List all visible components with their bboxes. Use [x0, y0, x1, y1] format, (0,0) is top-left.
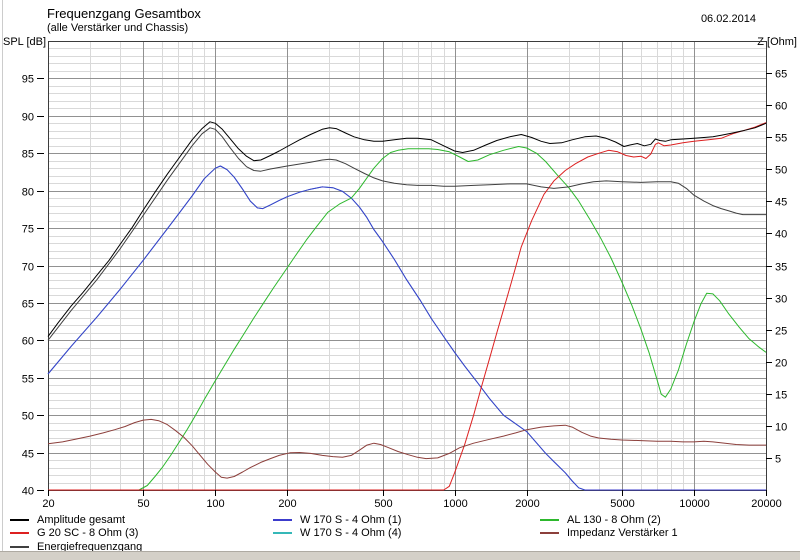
chart-date: 06.02.2014	[700, 13, 756, 25]
right-axis-label: Z [Ohm]	[757, 36, 797, 48]
svg-text:50: 50	[22, 411, 34, 423]
svg-text:15: 15	[775, 390, 787, 402]
window-left-border	[2, 0, 3, 551]
svg-text:65: 65	[22, 299, 34, 311]
legend-swatch-w170s-4	[273, 531, 292, 534]
svg-text:85: 85	[22, 149, 34, 161]
chart-title: Frequenzgang Gesamtbox	[47, 6, 201, 21]
legend-item-w170s-4: W 170 S - 4 Ohm (4)	[273, 526, 401, 539]
svg-text:50: 50	[775, 165, 787, 177]
legend-item-energiefrequenzgang: Energiefrequenzgang	[10, 540, 142, 553]
legend-swatch-energiefrequenzgang	[10, 545, 29, 548]
svg-text:10000: 10000	[679, 498, 710, 510]
svg-text:20: 20	[42, 498, 54, 510]
svg-text:50: 50	[137, 498, 149, 510]
svg-text:25: 25	[775, 326, 787, 338]
svg-text:20: 20	[775, 358, 787, 370]
legend-item-al130: AL 130 - 8 Ohm (2)	[540, 513, 661, 526]
svg-text:200: 200	[278, 498, 296, 510]
legend-item-impedanz: Impedanz Verstärker 1	[540, 526, 678, 539]
svg-text:40: 40	[775, 229, 787, 241]
chart-subtitle: (alle Verstärker und Chassis)	[47, 22, 189, 34]
legend-swatch-al130	[540, 518, 559, 521]
svg-text:65: 65	[775, 69, 787, 81]
svg-text:20000: 20000	[751, 498, 782, 510]
legend-swatch-g20sc	[10, 531, 29, 534]
left-axis-label: SPL [dB]	[3, 36, 47, 48]
legend-label: Energiefrequenzgang	[37, 540, 143, 553]
svg-text:80: 80	[22, 187, 34, 199]
legend-item-w170s-1: W 170 S - 4 Ohm (1)	[273, 513, 401, 526]
svg-text:45: 45	[22, 449, 34, 461]
legend-swatch-amplitude-gesamt	[10, 518, 29, 521]
svg-text:90: 90	[22, 112, 34, 124]
svg-text:45: 45	[775, 197, 787, 209]
svg-text:40: 40	[22, 486, 34, 498]
svg-text:500: 500	[374, 498, 392, 510]
svg-text:60: 60	[775, 101, 787, 113]
svg-text:55: 55	[775, 133, 787, 145]
svg-text:95: 95	[22, 74, 34, 86]
svg-text:10: 10	[775, 422, 787, 434]
legend-item-g20sc: G 20 SC - 8 Ohm (3)	[10, 526, 138, 539]
svg-text:75: 75	[22, 224, 34, 236]
svg-text:1000: 1000	[443, 498, 467, 510]
svg-text:60: 60	[22, 336, 34, 348]
legend-swatch-impedanz	[540, 531, 559, 534]
legend-label: AL 130 - 8 Ohm (2)	[567, 513, 661, 526]
status-bar	[0, 551, 800, 560]
svg-text:55: 55	[22, 374, 34, 386]
legend-swatch-w170s-1	[273, 518, 292, 521]
svg-text:2000: 2000	[515, 498, 539, 510]
svg-text:70: 70	[22, 262, 34, 274]
legend-label: W 170 S - 4 Ohm (4)	[300, 526, 402, 539]
svg-text:5000: 5000	[610, 498, 634, 510]
legend-label: W 170 S - 4 Ohm (1)	[300, 513, 402, 526]
legend-item-amplitude-gesamt: Amplitude gesamt	[10, 513, 125, 526]
legend-label: G 20 SC - 8 Ohm (3)	[37, 526, 139, 539]
svg-text:5: 5	[775, 454, 781, 466]
svg-text:30: 30	[775, 294, 787, 306]
legend-label: Amplitude gesamt	[37, 513, 126, 526]
svg-text:35: 35	[775, 262, 787, 274]
legend-label: Impedanz Verstärker 1	[567, 526, 678, 539]
svg-text:100: 100	[206, 498, 224, 510]
